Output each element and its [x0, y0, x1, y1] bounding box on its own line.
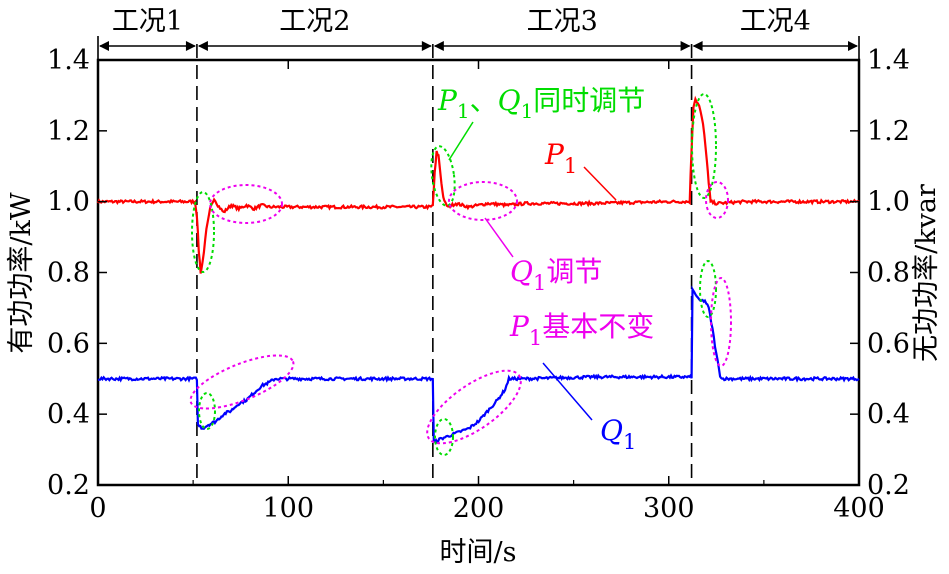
y-tick-label-left-5: 1.2	[47, 116, 90, 147]
magenta-ellipse-p1-c3	[448, 181, 518, 221]
highlight-ellipses	[189, 93, 732, 456]
x-tick-label-1: 100	[262, 493, 314, 524]
series-group	[96, 95, 860, 444]
magenta-ellipse-q1-c3	[426, 369, 522, 445]
y-tick-label-right-2: 0.6	[867, 328, 910, 359]
y-tick-label-right-6: 1.4	[867, 45, 910, 76]
green-callout-line	[448, 121, 474, 161]
green-ellipse-q1-c4	[699, 260, 717, 318]
y-tick-label-right-3: 0.8	[867, 258, 910, 289]
magenta-ellipse-q1-c2	[189, 354, 295, 410]
green-ellipse-p1-c2	[191, 191, 215, 273]
green-ellipse-p1-c4	[691, 93, 717, 199]
condition-arrowhead-left-1	[99, 41, 109, 51]
p1-series-label: P1	[544, 138, 577, 178]
green-ellipse-p1-c3	[430, 145, 456, 207]
y-tick-label-left-3: 0.8	[47, 258, 90, 289]
magenta-ellipse-p1-c2	[209, 184, 283, 224]
condition-label-4: 工况4	[740, 6, 811, 37]
condition-arrowhead-left-3	[433, 41, 444, 51]
magenta-ellipse-q1-c4	[710, 277, 732, 367]
y-tick-label-right-0: 0.2	[867, 470, 910, 501]
series-p1-line	[96, 95, 860, 274]
q1-callout-line	[542, 362, 593, 421]
x-tick-label-4: 400	[833, 493, 885, 524]
y-tick-label-left-0: 0.2	[47, 470, 90, 501]
x-tick-label-2: 200	[453, 493, 505, 524]
condition-label-2: 工况2	[279, 6, 350, 37]
y-tick-label-left-1: 0.4	[47, 399, 90, 430]
magenta-callout-line	[484, 217, 514, 258]
green-annotation: P1、Q1同时调节	[437, 84, 645, 123]
x-tick-label-0: 0	[89, 493, 106, 524]
condition-label-3: 工况3	[527, 6, 598, 37]
magenta-ellipse-p1-c4	[705, 181, 729, 219]
condition-arrowhead-left-4	[692, 41, 703, 51]
y-tick-label-left-6: 1.4	[47, 45, 90, 76]
y-tick-label-right-4: 1.0	[867, 187, 910, 218]
y-tick-label-right-5: 1.2	[867, 116, 910, 147]
condition-arrowhead-right-2	[421, 41, 432, 51]
x-axis-title: 时间/s	[440, 537, 517, 568]
y-tick-label-left-4: 1.0	[47, 187, 90, 218]
green-ellipse-q1-c2	[198, 392, 216, 430]
magenta-annotation-p: P1基本不变	[509, 310, 654, 350]
x-tick-label-3: 300	[643, 493, 695, 524]
y-tick-label-right-1: 0.4	[867, 399, 910, 430]
y-axis-title-right: 无功功率/kvar	[911, 184, 942, 362]
p1-callout-line	[583, 166, 617, 201]
y-tick-label-left-2: 0.6	[47, 328, 90, 359]
y-axis-title-left: 有功功率/kW	[6, 192, 37, 353]
condition-bar: 工况1 工况2 工况3 工况4	[97, 6, 860, 60]
green-ellipse-q1-c3	[434, 418, 454, 456]
condition-arrowhead-right-3	[680, 41, 691, 51]
magenta-annotation-q: Q1调节	[510, 255, 602, 295]
condition-arrowhead-right-4	[848, 41, 858, 51]
condition-arrowhead-left-2	[197, 41, 208, 51]
condition-label-1: 工况1	[112, 6, 183, 37]
q1-series-label: Q1	[600, 414, 636, 454]
series-q1-line	[97, 285, 860, 444]
condition-arrowhead-right-1	[185, 41, 196, 51]
